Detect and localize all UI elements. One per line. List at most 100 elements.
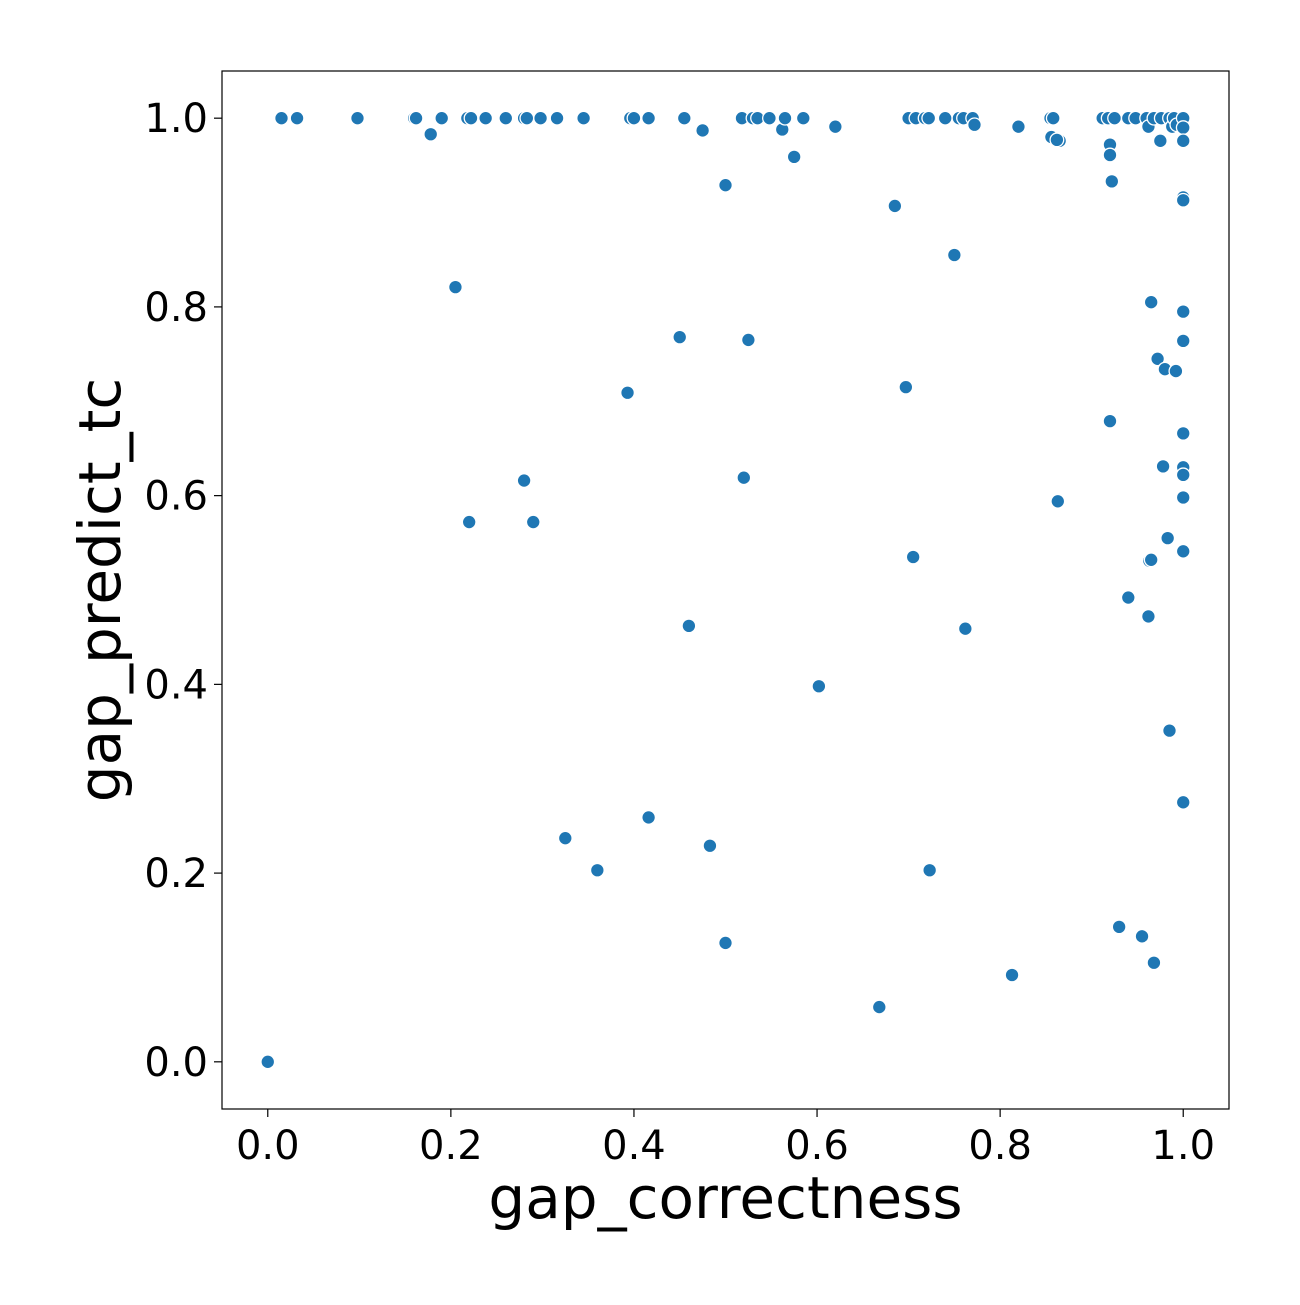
data-point — [1175, 467, 1191, 483]
data-point — [1049, 132, 1065, 148]
data-point — [718, 177, 733, 193]
data-point — [905, 549, 921, 565]
data-point — [1160, 530, 1176, 546]
x-axis-label: gap_correctness — [488, 1164, 962, 1232]
data-point — [1102, 413, 1118, 429]
data-point — [1146, 955, 1162, 971]
data-point — [1134, 928, 1150, 944]
data-point — [1150, 351, 1166, 367]
data-point — [1168, 363, 1184, 379]
y-axis-label: gap_predict_tc — [66, 378, 134, 802]
data-point — [1010, 119, 1026, 135]
data-point — [533, 110, 549, 126]
data-point — [1175, 304, 1191, 320]
data-point — [1107, 110, 1123, 126]
y-tick-label: 0.8 — [144, 285, 208, 331]
data-point — [260, 1054, 276, 1070]
data-point — [1175, 425, 1191, 441]
data-point — [478, 110, 494, 126]
data-point — [827, 119, 843, 135]
x-tick-label: 0.0 — [236, 1123, 300, 1169]
data-point — [519, 110, 535, 126]
data-point — [786, 149, 802, 165]
y-tick-label: 1.0 — [144, 96, 208, 142]
data-point — [1155, 458, 1171, 474]
data-point — [1175, 794, 1191, 810]
data-point — [1104, 173, 1120, 189]
x-tick-label: 0.8 — [968, 1123, 1032, 1169]
data-point — [1140, 608, 1156, 624]
data-point — [898, 379, 914, 395]
data-point — [957, 621, 973, 637]
data-point — [740, 332, 756, 348]
data-point — [967, 117, 982, 133]
data-point — [718, 935, 733, 951]
y-axis-ticks: 0.0 0.2 0.4 0.6 0.8 1.0 — [144, 96, 222, 1086]
data-point — [557, 830, 573, 846]
data-point — [1152, 133, 1168, 149]
data-point — [589, 862, 605, 878]
data-point — [1175, 490, 1191, 505]
data-point — [498, 110, 514, 126]
data-point — [1175, 333, 1191, 349]
data-point — [676, 110, 692, 126]
y-tick-label: 0.6 — [144, 474, 208, 520]
data-point — [1045, 110, 1061, 126]
data-point — [516, 473, 532, 488]
data-point — [626, 110, 642, 126]
x-axis-ticks: 0.0 0.2 0.4 0.6 0.8 1.0 — [236, 1109, 1215, 1169]
data-point — [795, 110, 811, 126]
data-point — [525, 514, 541, 530]
axes-frame — [221, 70, 1230, 1110]
data-point — [641, 110, 657, 126]
data-point — [1143, 294, 1159, 310]
data-points — [260, 110, 1191, 1070]
data-point — [761, 110, 777, 126]
data-point — [777, 110, 793, 126]
data-point — [702, 838, 718, 854]
data-point — [289, 110, 305, 126]
x-tick-label: 0.4 — [602, 1123, 666, 1169]
data-point — [681, 618, 697, 634]
data-point — [1004, 967, 1020, 983]
data-point — [937, 110, 953, 126]
data-point — [447, 279, 463, 295]
data-point — [434, 110, 450, 126]
data-point — [274, 110, 289, 126]
data-point — [922, 862, 938, 878]
data-point — [871, 999, 887, 1015]
data-point — [350, 110, 365, 126]
data-point — [1102, 147, 1118, 163]
data-point — [695, 122, 711, 138]
data-point — [1143, 552, 1159, 568]
data-point — [946, 247, 962, 263]
data-point — [1162, 723, 1177, 739]
data-point — [1175, 133, 1191, 149]
data-point — [620, 385, 635, 401]
data-point — [408, 110, 424, 126]
data-point — [461, 514, 477, 530]
x-tick-label: 1.0 — [1151, 1123, 1215, 1169]
data-point — [576, 110, 592, 126]
x-tick-label: 0.2 — [419, 1123, 483, 1169]
data-point — [672, 329, 688, 345]
data-point — [921, 110, 937, 126]
x-tick-label: 0.6 — [785, 1123, 849, 1169]
data-point — [1175, 192, 1191, 208]
data-point — [811, 678, 827, 694]
data-point — [641, 809, 657, 825]
data-point — [736, 470, 752, 486]
data-point — [1111, 919, 1127, 935]
y-tick-label: 0.2 — [144, 851, 208, 897]
data-point — [549, 110, 565, 126]
data-point — [1175, 120, 1191, 136]
y-tick-label: 0.4 — [144, 662, 208, 708]
data-point — [423, 126, 439, 142]
data-point — [463, 110, 479, 126]
data-point — [1175, 543, 1191, 559]
y-tick-label: 0.0 — [144, 1040, 208, 1086]
data-point — [887, 198, 903, 214]
data-point — [1050, 493, 1066, 509]
